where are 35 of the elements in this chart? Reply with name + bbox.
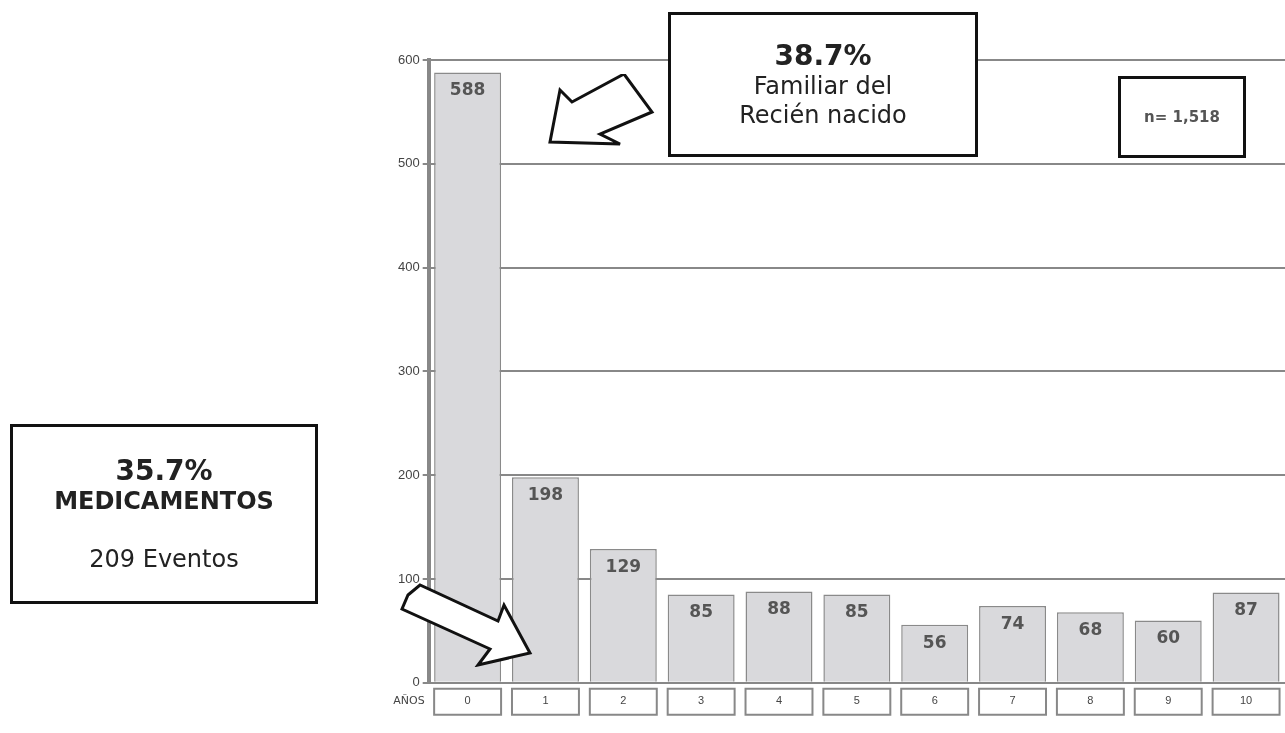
annotation: 38.7% Familiar del Recién nacido	[738, 39, 908, 130]
x-tick-label: 5	[853, 694, 860, 707]
x-tick-label: 3	[698, 694, 705, 707]
y-tick-label: 0	[412, 674, 420, 690]
x-tick-label: 6	[931, 694, 938, 707]
data-label: 68	[1078, 619, 1103, 640]
x-tick-label: 8	[1087, 694, 1094, 707]
y-tick-label: 300	[397, 362, 420, 378]
data-label: 87	[1234, 599, 1258, 620]
data-label: 85	[845, 601, 869, 622]
x-tick-label: 7	[1009, 694, 1016, 707]
data-label: 129	[605, 555, 642, 576]
x-tick-label: 2	[620, 694, 627, 707]
data-label: 588	[449, 79, 486, 100]
callout-box: n= 1,518	[1118, 76, 1246, 158]
x-axis-title: AÑOS	[393, 693, 425, 707]
y-tick-label: 200	[397, 466, 420, 482]
x-tick-label: 1	[542, 694, 549, 707]
y-tick-label: 600	[397, 51, 420, 67]
data-label: 74	[1000, 612, 1025, 633]
annotation: n= 1,518	[1143, 108, 1221, 126]
data-label: 88	[767, 598, 791, 619]
data-label: 85	[689, 601, 713, 622]
data-label: 60	[1156, 627, 1181, 648]
x-tick-label: 10	[1239, 694, 1253, 707]
callout-box: 38.7% Familiar del Recién nacido	[668, 12, 978, 157]
y-tick-label: 400	[397, 259, 420, 275]
x-tick-label: 4	[775, 694, 783, 707]
data-label: 56	[922, 631, 947, 652]
data-label: 198	[527, 484, 564, 505]
x-tick-label: 9	[1165, 694, 1172, 707]
x-tick-label: 0	[464, 694, 471, 707]
y-tick-label: 500	[397, 155, 420, 171]
y-tick-label: 100	[397, 570, 420, 586]
callout-box: 35.7% MEDICAMENTOS 209 Eventos	[10, 424, 318, 604]
